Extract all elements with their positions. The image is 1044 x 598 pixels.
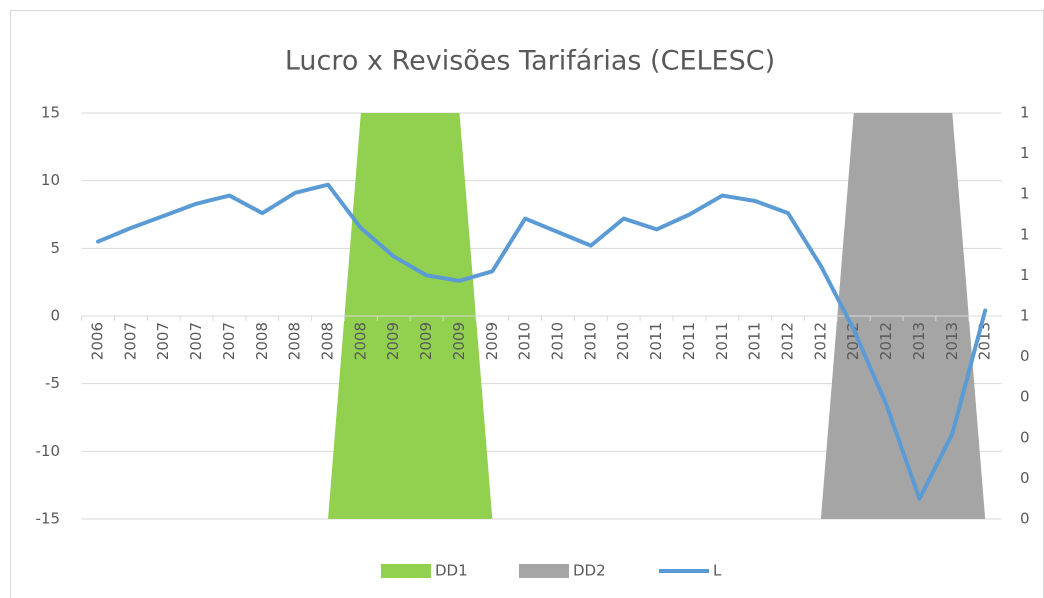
x-tick-label: 2013 xyxy=(943,322,961,360)
y-tick-label: -5 xyxy=(45,374,60,392)
x-tick-label: 2007 xyxy=(220,322,238,360)
y-tick-label: 5 xyxy=(50,239,60,257)
y2-tick-label: 1 xyxy=(1020,307,1030,325)
y2-tick-label: 1 xyxy=(1020,266,1030,284)
legend-label: DD2 xyxy=(573,562,606,580)
x-tick-label: 2012 xyxy=(811,322,829,360)
chart-title: Lucro x Revisões Tarifárias (CELESC) xyxy=(285,46,775,77)
x-tick-label: 2009 xyxy=(450,322,468,360)
x-tick-label: 2012 xyxy=(779,322,797,360)
x-tick-label: 2009 xyxy=(483,322,501,360)
x-tick-label: 2009 xyxy=(384,322,402,360)
legend-swatch xyxy=(519,564,569,578)
y2-tick-label: 1 xyxy=(1020,144,1030,162)
legend-label: L xyxy=(713,562,722,580)
y-tick-label: -10 xyxy=(36,442,61,460)
y-tick-label: 10 xyxy=(41,171,60,189)
x-tick-label: 2007 xyxy=(187,322,205,360)
area xyxy=(98,113,986,519)
x-tick-label: 2010 xyxy=(581,322,599,360)
x-tick-label: 2012 xyxy=(844,322,862,360)
x-tick-label: 2011 xyxy=(680,322,698,360)
y2-tick-label: 0 xyxy=(1020,347,1030,365)
x-tick-label: 2013 xyxy=(910,322,928,360)
x-tick-label: 2010 xyxy=(614,322,632,360)
line xyxy=(96,182,988,501)
x-tick-label: 2007 xyxy=(121,322,139,360)
legend-label: DD1 xyxy=(435,562,468,580)
x-tick-label: 2006 xyxy=(89,322,107,360)
y-tick-label: 15 xyxy=(41,104,60,122)
x-tick-label: 2011 xyxy=(713,322,731,360)
y2-tick-label: 0 xyxy=(1020,428,1030,446)
x-tick-label: 2011 xyxy=(746,322,764,360)
x-tick-label: 2007 xyxy=(154,322,172,360)
y2-tick-label: 0 xyxy=(1020,510,1030,528)
x-tick-label: 2008 xyxy=(319,322,337,360)
x-tick-label: 2008 xyxy=(286,322,304,360)
y-tick-label: 0 xyxy=(50,307,60,325)
x-tick-label: 2011 xyxy=(647,322,665,360)
x-tick-label: 2012 xyxy=(877,322,895,360)
x-tick-label: 2008 xyxy=(253,322,271,360)
x-tick-label: 2009 xyxy=(417,322,435,360)
y2-tick-label: 1 xyxy=(1020,225,1030,243)
y-tick-label: -15 xyxy=(36,510,61,528)
x-tick-label: 2010 xyxy=(516,322,534,360)
y2-tick-label: 1 xyxy=(1020,104,1030,122)
y2-tick-label: 0 xyxy=(1020,388,1030,406)
x-tick-label: 2008 xyxy=(351,322,369,360)
x-tick-label: 2010 xyxy=(549,322,567,360)
legend-swatch xyxy=(381,564,431,578)
y2-tick-label: 0 xyxy=(1020,469,1030,487)
y2-tick-label: 1 xyxy=(1020,185,1030,203)
